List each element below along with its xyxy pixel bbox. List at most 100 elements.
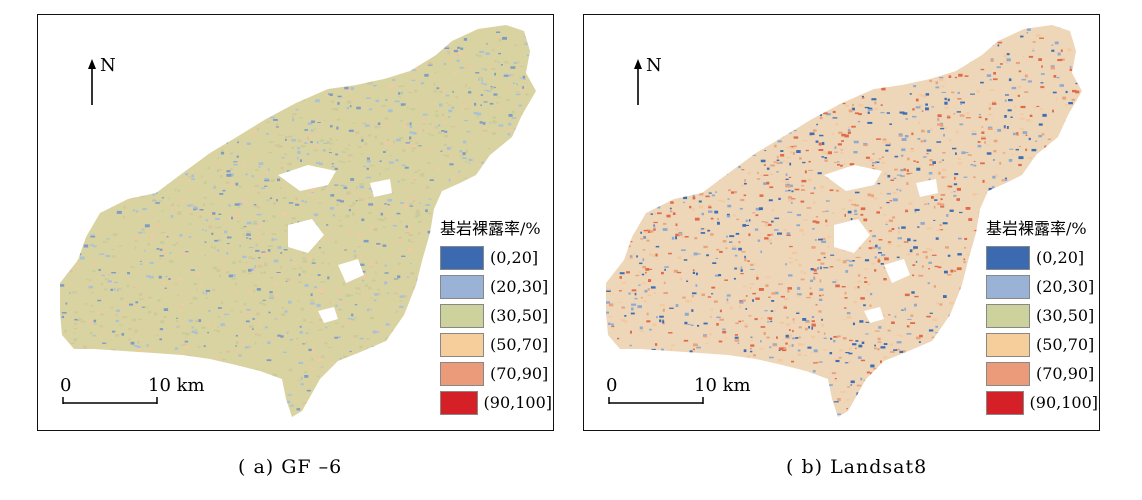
texture-pixel [85,51,89,52]
texture-pixel [208,310,211,312]
texture-pixel [165,96,169,99]
texture-pixel [642,186,646,189]
texture-pixel [225,117,230,121]
texture-pixel [243,379,247,382]
texture-pixel [99,325,103,328]
texture-pixel [381,359,385,363]
texture-pixel [302,91,307,94]
texture-pixel [1000,200,1003,202]
texture-pixel [613,27,616,31]
texture-pixel [1004,177,1007,180]
texture-pixel [365,45,370,48]
texture-pixel [743,194,747,197]
texture-pixel [91,124,94,127]
texture-pixel [359,254,363,258]
texture-pixel [433,72,437,74]
texture-pixel [245,320,250,323]
texture-pixel [523,138,526,141]
texture-pixel [841,140,844,142]
texture-pixel [385,337,390,341]
texture-pixel [746,118,749,121]
texture-pixel [956,349,960,351]
texture-pixel [313,149,318,152]
texture-pixel [304,129,308,131]
texture-pixel [296,25,300,26]
texture-pixel [849,339,853,342]
texture-pixel [687,85,693,87]
texture-pixel [714,36,717,39]
texture-pixel [329,137,333,141]
texture-pixel [272,202,276,205]
texture-pixel [450,50,456,53]
texture-pixel [832,117,838,119]
texture-pixel [769,94,773,96]
texture-pixel [1048,211,1051,214]
texture-pixel [166,83,169,86]
texture-pixel [535,86,536,89]
texture-pixel [425,278,430,282]
texture-pixel [732,68,738,72]
texture-pixel [785,263,787,266]
texture-pixel [723,136,727,139]
map-panel-a: N 0 10 km 基岩裸露率/% (0,20] (20,30] (30,50] (5… [37,14,554,431]
texture-pixel [456,52,462,55]
texture-pixel [622,288,625,290]
texture-pixel [402,71,405,73]
texture-pixel [222,267,226,270]
texture-pixel [326,302,329,304]
texture-pixel [897,73,900,75]
texture-pixel [74,328,78,330]
texture-pixel [1060,49,1063,52]
texture-pixel [696,29,699,32]
texture-pixel [496,418,501,420]
texture-pixel [82,352,85,354]
texture-pixel [386,138,390,141]
texture-pixel [881,161,886,164]
texture-pixel [893,177,897,180]
texture-pixel [376,244,381,247]
texture-pixel [785,334,790,338]
texture-pixel [415,211,420,214]
texture-pixel [368,187,373,190]
texture-pixel [1047,138,1052,141]
texture-pixel [337,102,340,105]
texture-pixel [786,146,792,149]
texture-pixel [712,97,717,100]
texture-pixel [65,141,69,143]
texture-pixel [499,110,504,112]
texture-pixel [629,112,632,115]
texture-pixel [836,96,839,98]
texture-pixel [91,130,96,132]
texture-pixel [383,66,388,68]
texture-pixel [954,419,959,420]
texture-pixel [771,300,775,302]
texture-pixel [736,369,739,372]
texture-pixel [910,314,914,317]
texture-pixel [783,228,787,231]
texture-pixel [703,245,708,249]
texture-pixel [191,174,195,178]
texture-pixel [900,78,904,81]
texture-pixel [420,173,425,176]
texture-pixel [341,161,346,163]
texture-pixel [318,247,322,249]
texture-pixel [170,143,175,146]
texture-pixel [848,347,852,351]
texture-pixel [73,192,76,194]
texture-pixel [977,230,980,233]
texture-pixel [111,193,116,196]
texture-pixel [76,190,82,192]
texture-pixel [411,150,414,152]
texture-pixel [428,365,432,368]
texture-pixel [264,326,268,329]
texture-pixel [146,275,151,278]
texture-pixel [318,338,321,340]
texture-pixel [85,354,89,357]
texture-pixel [69,291,71,294]
texture-pixel [867,109,873,111]
texture-pixel [660,359,663,361]
texture-pixel [855,406,860,409]
texture-pixel [609,358,612,361]
texture-pixel [929,164,934,166]
texture-pixel [380,219,385,222]
